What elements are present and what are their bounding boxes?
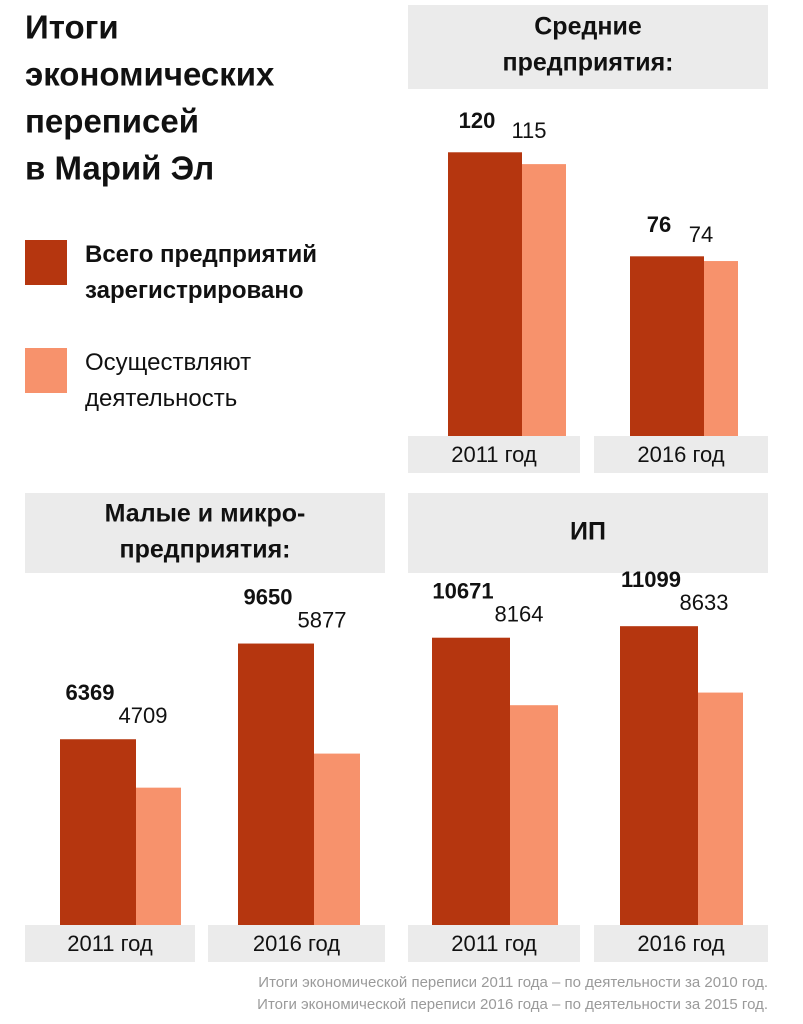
x-tick-label: 2016 год: [253, 931, 340, 956]
category-box: [408, 436, 580, 473]
value-label: 6369: [66, 680, 115, 705]
bar: [60, 739, 136, 925]
panel-header: [408, 5, 768, 89]
value-label: 4709: [119, 703, 168, 728]
value-label: 76: [647, 212, 671, 237]
title-line: экономических: [25, 56, 275, 93]
value-label: 9650: [244, 584, 293, 609]
title-line: переписей: [25, 103, 199, 140]
x-tick-label: 2011 год: [67, 931, 153, 956]
value-label: 8633: [680, 590, 729, 615]
category-box: [594, 436, 768, 473]
value-label: 120: [459, 108, 496, 133]
category-box: [408, 925, 580, 962]
value-label: 5877: [298, 607, 347, 632]
value-label: 10671: [432, 579, 493, 604]
chart-title: Малые и микро-: [105, 500, 306, 528]
x-tick-label: 2011 год: [451, 931, 537, 956]
bar: [630, 256, 704, 436]
value-label: 8164: [495, 602, 544, 627]
chart-title: ИП: [570, 518, 606, 546]
x-tick-label: 2016 год: [637, 442, 724, 467]
category-box: [594, 925, 768, 962]
legend-swatch: [25, 240, 67, 285]
bar: [448, 152, 522, 437]
chart-title: предприятия:: [503, 49, 674, 77]
bar: [432, 637, 510, 925]
chart-title: Средние: [534, 13, 642, 41]
legend-swatch: [25, 348, 67, 393]
legend-label: Осуществляют деятельность: [85, 349, 252, 412]
category-box: [208, 925, 385, 962]
legend-label: Всего предприятий зарегистрировано: [85, 241, 317, 304]
x-tick-label: 2016 год: [637, 931, 724, 956]
footnote: Итоги экономической переписи 2011 года –…: [258, 974, 768, 991]
chart-title: предприятия:: [120, 536, 291, 564]
value-label: 74: [689, 222, 713, 247]
value-label: 115: [511, 118, 546, 143]
bar: [620, 626, 698, 925]
panel-header: [408, 493, 768, 573]
panel-header: [25, 493, 385, 573]
value-label: 11099: [621, 567, 681, 592]
bar: [238, 643, 314, 925]
title-line: в Марий Эл: [25, 150, 214, 187]
footnote: Итоги экономической переписи 2016 года –…: [257, 996, 768, 1013]
title-line: Итоги: [25, 9, 119, 46]
category-box: [25, 925, 195, 962]
x-tick-label: 2011 год: [451, 442, 537, 467]
